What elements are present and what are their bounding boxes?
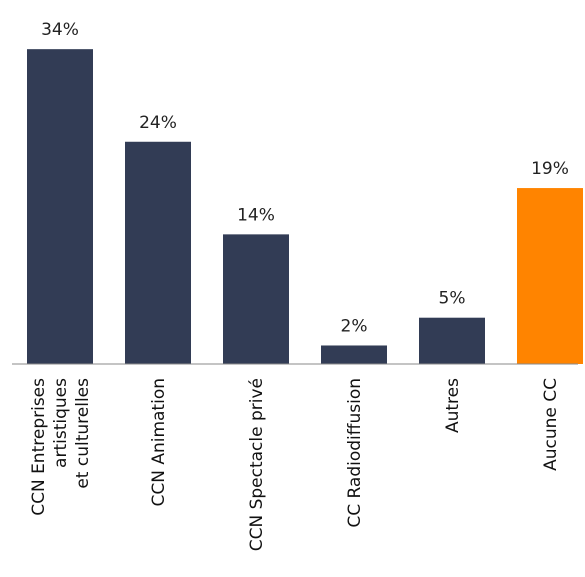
- category-label-4: Autres: [443, 378, 463, 433]
- value-label-0: 34%: [41, 20, 79, 40]
- value-label-1: 24%: [139, 113, 177, 133]
- bar-4: [419, 317, 485, 364]
- bars-group: [27, 49, 583, 364]
- category-label-5: Aucune CC: [541, 378, 561, 471]
- value-label-2: 14%: [237, 205, 275, 225]
- category-label-2-line-0: CCN Spectacle privé: [247, 378, 267, 551]
- category-labels-group: CCN Entreprises artistiques et culturelles…: [29, 378, 561, 551]
- category-label-0: CCN Entreprises artistiques et culturelles: [29, 378, 93, 516]
- value-label-3: 2%: [341, 316, 368, 336]
- value-labels-group: 34% 24% 14% 2% 5% 19%: [41, 20, 569, 336]
- category-label-3-line-0: CC Radiodiffusion: [345, 378, 365, 528]
- bar-2: [223, 234, 289, 364]
- bar-5: [517, 188, 583, 364]
- category-label-3: CC Radiodiffusion: [345, 378, 365, 528]
- category-label-2: CCN Spectacle privé: [247, 378, 267, 551]
- bar-3: [321, 345, 387, 364]
- category-label-0-line-2: et culturelles: [73, 378, 93, 489]
- category-label-0-line-1: artistiques: [51, 378, 71, 468]
- category-label-4-line-0: Autres: [443, 378, 463, 433]
- value-label-4: 5%: [439, 289, 466, 309]
- category-label-1-line-0: CCN Animation: [149, 378, 169, 507]
- category-label-0-line-0: CCN Entreprises: [29, 378, 49, 516]
- category-label-1: CCN Animation: [149, 378, 169, 507]
- category-label-5-line-0: Aucune CC: [541, 378, 561, 471]
- bar-1: [125, 141, 191, 364]
- value-label-5: 19%: [531, 159, 569, 179]
- bar-0: [27, 49, 93, 364]
